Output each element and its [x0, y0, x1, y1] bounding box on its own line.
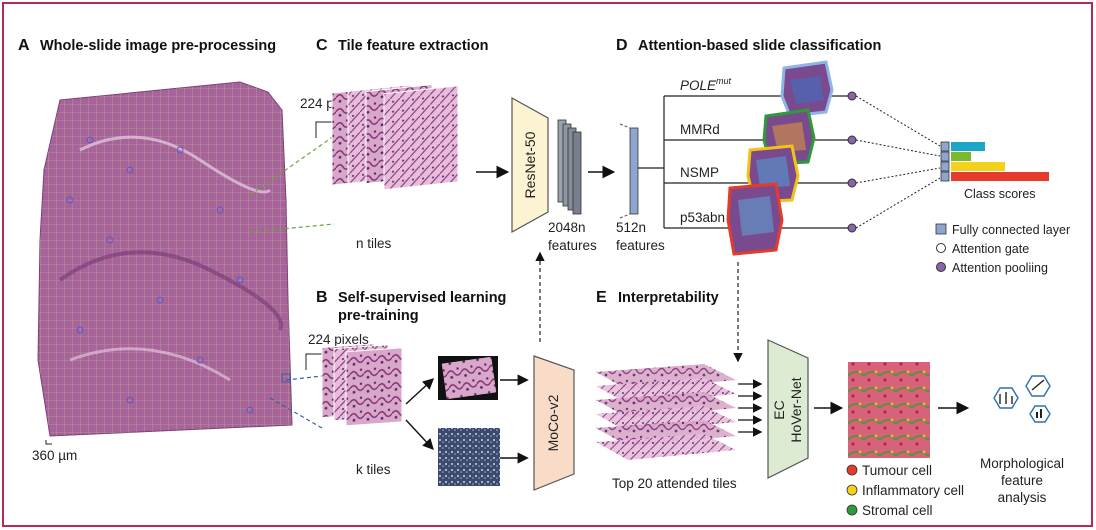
- legend-fc-icon: [935, 223, 947, 235]
- class-score-bar: [951, 172, 1049, 181]
- features-2048-count: 2048n: [548, 220, 586, 235]
- augmented-view-grey: [438, 428, 500, 486]
- class-score-bar: [951, 162, 1005, 171]
- moco-block: MoCo-v2: [533, 355, 575, 491]
- zoom-line-green-bottom: [249, 223, 335, 233]
- analysis-line2: feature: [1001, 473, 1043, 488]
- hovernet-label-ec: EC: [771, 400, 787, 419]
- k-tiles-label: k tiles: [356, 462, 391, 477]
- class-mmrd-label: MMRd: [680, 122, 720, 137]
- legend: Fully connected layer Attention gate Att…: [935, 223, 1070, 275]
- panel-e-letter: E: [596, 289, 607, 306]
- panel-b-letter: B: [316, 289, 328, 306]
- pixel-bracket-b: [305, 353, 322, 370]
- boxplot-gear-icon: [993, 387, 1019, 409]
- feature-vector-512: [619, 123, 639, 219]
- k-tiles-stack: [321, 343, 403, 427]
- arrow-to-aug-top: [405, 378, 435, 405]
- scale-bar: 360 µm: [32, 440, 77, 463]
- panel-d-letter: D: [616, 37, 628, 54]
- panel-e-title: Interpretability: [618, 290, 719, 306]
- panel-b-title-line1: Self-supervised learning: [338, 290, 506, 306]
- resnet-label: ResNet-50: [522, 131, 538, 198]
- panel-c-letter: C: [316, 37, 328, 54]
- class-nsmp-label: NSMP: [680, 165, 719, 180]
- scale-bar-label: 360 µm: [32, 448, 77, 463]
- dotted-connectors: [855, 95, 941, 229]
- panel-c-title: Tile feature extraction: [338, 38, 488, 54]
- cell-legend: Tumour cell Inflammatory cell Stromal ce…: [846, 463, 964, 518]
- inflammatory-cell-label: Inflammatory cell: [862, 483, 964, 498]
- features-2048-word: features: [548, 238, 597, 253]
- pixel-bracket-c: [315, 121, 332, 138]
- zoom-line-green-top: [249, 135, 335, 196]
- legend-gate-icon: [936, 243, 946, 253]
- n-tiles-stack: [331, 84, 459, 191]
- whole-slide-image: [37, 81, 293, 437]
- selected-tile-marker: [281, 373, 291, 383]
- class-p53abn-label: p53abn: [680, 210, 725, 225]
- class-pole-label: POLEmut: [680, 76, 732, 93]
- panel-b-title-line2: pre-training: [338, 308, 419, 324]
- arrow-to-aug-bottom: [405, 419, 434, 451]
- resnet-block: ResNet-50: [511, 96, 549, 234]
- class-scores-label: Class scores: [964, 187, 1036, 201]
- attention-heatmap-p53abn: [726, 182, 784, 256]
- legend-fc-label: Fully connected layer: [952, 223, 1070, 237]
- attention-heatmap-pole: [780, 60, 834, 118]
- panel-d-title: Attention-based slide classification: [638, 38, 881, 54]
- legend-pool-label: Attention pooliing: [952, 261, 1048, 275]
- augmented-view-colour: [438, 356, 498, 400]
- class-score-bar: [951, 152, 971, 161]
- legend-gate-label: Attention gate: [952, 242, 1029, 256]
- analysis-line1: Morphological: [980, 456, 1064, 471]
- panel-a-letter: A: [18, 37, 30, 54]
- stromal-cell-dot: [846, 504, 858, 516]
- analysis-line3: analysis: [998, 490, 1047, 505]
- features-512-count: 512n: [616, 220, 646, 235]
- moco-label: MoCo-v2: [545, 394, 561, 451]
- bar-gear-icon: [1029, 405, 1051, 423]
- tumour-cell-dot: [846, 464, 858, 476]
- class-score-bars: [951, 142, 1049, 181]
- zoom-line-blue-bottom: [269, 397, 323, 429]
- output-layer: [940, 141, 950, 182]
- top-attended-tiles-stack: [596, 364, 736, 460]
- inflammatory-cell-dot: [846, 484, 858, 496]
- class-score-bar: [951, 142, 985, 151]
- analysis-icons: [993, 375, 1051, 423]
- panel-b-pixels-label: 224 pixels: [308, 332, 369, 347]
- zoom-line-blue-top: [285, 375, 323, 381]
- tumour-cell-label: Tumour cell: [862, 463, 932, 478]
- hovernet-block: EC HoVer-Net: [767, 339, 809, 479]
- features-512-word: features: [616, 238, 665, 253]
- cell-segmentation-image: [848, 362, 930, 458]
- scatter-gear-icon: [1025, 375, 1051, 397]
- hovernet-label-name: HoVer-Net: [788, 377, 804, 442]
- legend-pool-icon: [936, 262, 946, 272]
- feature-maps-2048: [557, 119, 582, 215]
- n-tiles-label: n tiles: [356, 236, 392, 251]
- top-tiles-label: Top 20 attended tiles: [612, 476, 737, 491]
- panel-a-title: Whole-slide image pre-processing: [40, 38, 276, 54]
- tiles-to-hovernet-arrows: [738, 379, 763, 437]
- attention-pool-nodes: [847, 91, 857, 233]
- stromal-cell-label: Stromal cell: [862, 503, 933, 518]
